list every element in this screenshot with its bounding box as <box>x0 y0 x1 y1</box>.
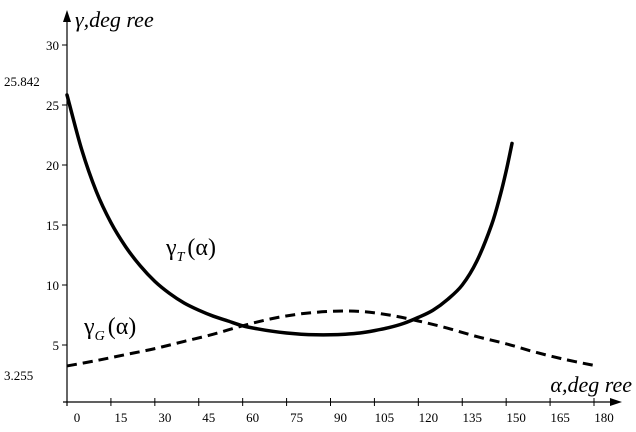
series-label-main: γ <box>165 235 177 261</box>
y-tick-label: 15 <box>46 218 59 233</box>
y-extra-tick-label: 25.842 <box>4 74 40 89</box>
x-tick-label: 0 <box>74 410 81 425</box>
x-tick-label: 60 <box>246 410 259 425</box>
y-extra-tick-label: 3.255 <box>4 368 33 383</box>
curves <box>65 93 595 368</box>
y-tick-label: 10 <box>46 278 59 293</box>
y-tick-label: 20 <box>46 158 59 173</box>
x-axis-arrow <box>610 398 622 406</box>
y-tick-label: 30 <box>46 38 59 53</box>
axes <box>62 10 622 406</box>
labels: 0 15 30 45 60 75 90 105 120 135 150 165 180 5 10 15 20 25… <box>4 7 632 425</box>
series-label-argument: (α) <box>187 235 216 261</box>
x-tick-label: 150 <box>506 410 526 425</box>
x-tick-label: 120 <box>419 410 439 425</box>
series-label-g: γG (α) <box>83 314 136 344</box>
series-label-main: γ <box>83 314 95 340</box>
series-line-g <box>66 309 595 368</box>
x-tick-label: 75 <box>290 410 303 425</box>
x-tick-label: 180 <box>594 410 614 425</box>
series-label-subscript: G <box>95 329 105 344</box>
y-tick-label: 5 <box>53 338 60 353</box>
series-line-t <box>65 93 514 337</box>
series-label-subscript: T <box>177 250 186 265</box>
x-tick-label: 90 <box>334 410 347 425</box>
x-tick-label: 15 <box>114 410 127 425</box>
x-axis-title: α,deg ree <box>550 372 632 397</box>
x-tick-label: 30 <box>158 410 171 425</box>
y-tick-label: 25 <box>46 98 59 113</box>
x-tick-label: 135 <box>463 410 483 425</box>
x-tick-label: 165 <box>550 410 570 425</box>
x-tick-label: 105 <box>375 410 395 425</box>
y-axis-arrow <box>63 10 71 22</box>
series-label-argument: (α) <box>108 314 137 340</box>
x-tick-label: 45 <box>202 410 215 425</box>
series-label-t: γT (α) <box>165 235 216 265</box>
y-axis-title: γ,deg ree <box>75 7 154 32</box>
